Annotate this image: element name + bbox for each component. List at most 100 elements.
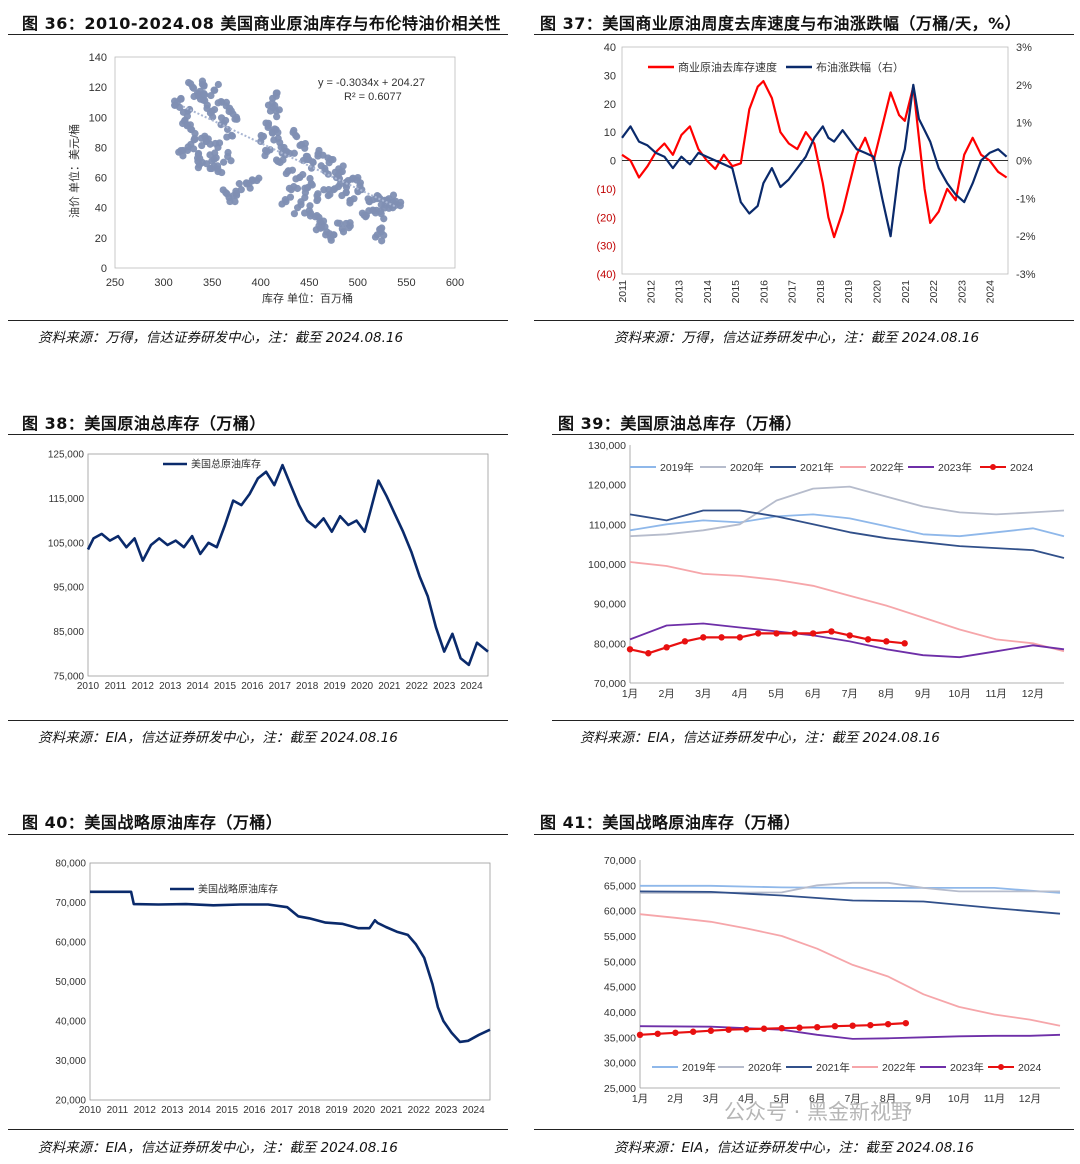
fig40-legend-label: 美国战略原油库存 [198,883,278,896]
fig37-left-ytick-label: 10 [604,127,616,139]
fig41-xtick-label: 6月 [809,1093,825,1105]
fig36-point [301,209,309,217]
fig36-point [385,204,393,212]
fig36-point [201,91,209,99]
fig39-legend-label: 2022年 [870,461,904,474]
fig40-xtick-label: 2012 [134,1105,157,1116]
fig41-series-marker [849,1022,856,1029]
fig36-point [391,197,400,205]
fig41-source: 资料来源：EIA，信达证券研发中心，注：截至 2024.08.16 [614,1140,974,1156]
fig39-xtick-label: 3月 [695,688,711,700]
fig36-xtick-label: 550 [397,277,415,289]
fig40-ytick-label: 50,000 [55,977,86,988]
fig37-xtick-label: 2013 [674,280,686,304]
fig40-title: 图 40：美国战略原油库存（万桶） [22,813,283,832]
fig38-plot-frame [87,453,489,677]
fig39-xtick-label: 7月 [842,688,858,700]
fig41-series-line [639,890,1061,915]
fig40-xtick-label: 2019 [325,1105,348,1116]
fig37-left-ytick-label: (10) [596,184,616,196]
fig36-point [306,174,314,183]
fig36-point [378,224,386,232]
fig39-series-marker [883,638,890,645]
fig39-series-marker [681,638,689,645]
fig36-point [383,196,391,204]
fig37-right-ytick-label: 0% [1016,156,1032,168]
fig40-ytick-label: 60,000 [55,938,86,949]
fig36-point [224,148,232,157]
fig36-point [228,132,237,140]
fig36-point [211,139,219,148]
fig41-legend-label: 2019年 [682,1061,716,1074]
fig36-point [306,202,314,210]
fig36-point [320,186,328,194]
fig36-point [262,119,270,127]
fig38-legend-label: 美国总原油库存 [191,458,261,471]
fig36-point [396,202,404,210]
fig36-point [297,201,305,209]
fig36-ytick-label: 0 [101,263,107,275]
fig36-point [346,197,355,205]
fig37-xtick-label: 2019 [843,280,855,304]
fig41-series-marker [867,1021,874,1029]
fig36-point [179,108,188,116]
fig36-point [275,106,283,114]
fig36-point [284,167,293,175]
fig36-point [194,157,202,165]
fig39-series-line [629,630,905,655]
fig36-point [201,132,209,140]
fig38-xtick-label: 2017 [269,681,292,692]
fig39-legend-label: 2019年 [660,461,694,474]
fig37-title: 图 37：美国商业原油周度去库速度与布油涨跌幅（万桶/天，%） [540,14,1022,33]
fig37-xtick-label: 2024 [985,280,997,304]
fig36-point [273,89,281,97]
fig37-xtick-label: 2011 [617,280,629,303]
fig37-xtick-label: 2017 [787,280,799,304]
fig41-series-marker [689,1028,697,1035]
fig36-point [235,180,243,188]
fig39-legend-label: 2024 [1010,462,1034,474]
fig36-ytick-label: 60 [95,173,107,185]
fig36-point [191,129,199,138]
fig41-ytick-label: 40,000 [604,1007,636,1019]
fig36-point [171,97,179,105]
fig40-xtick-label: 2022 [408,1105,431,1116]
fig36-xtick-label: 300 [154,277,172,289]
fig36-point [183,122,191,130]
fig40-xtick-label: 2018 [298,1105,321,1116]
fig39-series-line [629,513,1065,538]
fig41-legend-label: 2022年 [882,1061,916,1074]
fig36-plot-frame [114,56,456,269]
fig39-series-marker [901,640,908,647]
fig36-point [293,184,302,193]
fig38-xtick-label: 2021 [378,681,401,692]
fig39-series-line [629,561,1065,653]
fig36-point [191,135,199,143]
fig38-xtick-label: 2010 [77,681,100,692]
fig39-bottom-rule [552,720,1074,721]
fig41-series-line [639,913,1061,1027]
fig36-point [231,115,239,123]
fig36-point [263,148,271,156]
fig36-point [206,109,215,117]
fig41-series-marker [707,1027,715,1034]
fig39-xtick-label: 1月 [622,688,638,700]
fig38-title: 图 38：美国原油总库存（万桶） [22,414,266,433]
fig37-xtick-label: 2020 [872,280,884,304]
fig36-point [222,98,231,106]
fig41-xtick-label: 11月 [984,1093,1005,1105]
fig39-xtick-label: 12月 [1022,688,1044,700]
fig36-point [334,171,342,179]
fig39-series-marker [663,644,670,651]
fig36-point [232,191,241,199]
fig41-legend-marker [998,1064,1004,1070]
fig36-point [301,184,309,192]
fig36-point [223,133,231,141]
fig36-point [277,143,285,151]
fig36-point [258,133,266,142]
fig40-ytick-label: 40,000 [55,1017,86,1028]
fig39-series-line [629,485,1065,538]
fig39-legend-marker [990,464,996,470]
fig41-series-marker [672,1029,679,1036]
fig36-point [364,195,372,203]
